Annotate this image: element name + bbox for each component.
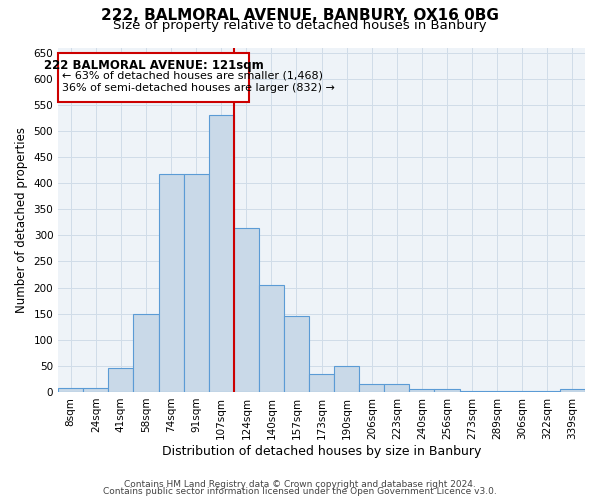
Bar: [560, 390, 585, 392]
Bar: [460, 391, 485, 392]
Bar: [158, 174, 184, 392]
Bar: [385, 384, 409, 392]
Bar: [334, 366, 359, 392]
Bar: [309, 374, 334, 392]
Bar: [259, 285, 284, 392]
Bar: [234, 228, 259, 392]
Text: ← 63% of detached houses are smaller (1,468): ← 63% of detached houses are smaller (1,…: [62, 71, 323, 81]
X-axis label: Distribution of detached houses by size in Banbury: Distribution of detached houses by size …: [162, 444, 481, 458]
Bar: [485, 391, 510, 392]
Bar: [184, 174, 209, 392]
Bar: [409, 390, 434, 392]
Bar: [510, 391, 535, 392]
Text: Contains HM Land Registry data © Crown copyright and database right 2024.: Contains HM Land Registry data © Crown c…: [124, 480, 476, 489]
Bar: [133, 314, 158, 392]
Bar: [434, 390, 460, 392]
Y-axis label: Number of detached properties: Number of detached properties: [15, 126, 28, 312]
Text: Contains public sector information licensed under the Open Government Licence v3: Contains public sector information licen…: [103, 488, 497, 496]
Bar: [535, 391, 560, 392]
Text: 222, BALMORAL AVENUE, BANBURY, OX16 0BG: 222, BALMORAL AVENUE, BANBURY, OX16 0BG: [101, 8, 499, 22]
Bar: [58, 388, 83, 392]
Bar: [58, 52, 249, 102]
Text: 36% of semi-detached houses are larger (832) →: 36% of semi-detached houses are larger (…: [62, 83, 335, 93]
Bar: [284, 316, 309, 392]
Bar: [209, 116, 234, 392]
Text: 222 BALMORAL AVENUE: 121sqm: 222 BALMORAL AVENUE: 121sqm: [44, 59, 263, 72]
Bar: [83, 388, 109, 392]
Bar: [109, 368, 133, 392]
Text: Size of property relative to detached houses in Banbury: Size of property relative to detached ho…: [113, 19, 487, 32]
Bar: [359, 384, 385, 392]
